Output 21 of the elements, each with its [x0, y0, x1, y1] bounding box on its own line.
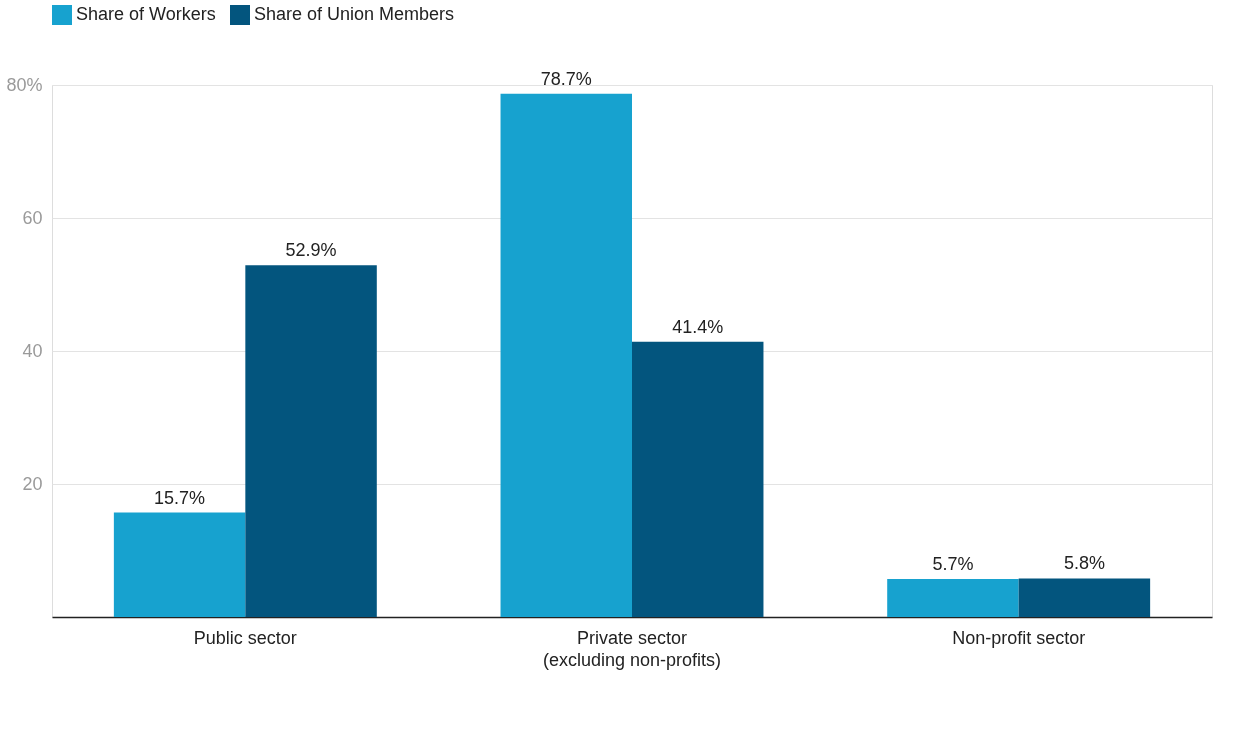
bar [887, 579, 1019, 617]
legend-label: Share of Workers [76, 4, 216, 24]
bar [1018, 578, 1151, 617]
data-label: 5.8% [1063, 553, 1105, 574]
data-label: 5.7% [932, 554, 974, 575]
x-tick-label: Public sector [193, 627, 297, 648]
bar [632, 341, 764, 617]
y-tick-label: 60 [22, 207, 43, 228]
y-tick-label: 40 [22, 340, 43, 361]
legend-label: Share of Union Members [254, 4, 455, 24]
data-label: 15.7% [154, 487, 206, 508]
bar [113, 512, 246, 617]
y-tick-label: 20 [22, 473, 43, 494]
data-label: 52.9% [285, 240, 337, 261]
bar [245, 265, 377, 617]
data-label: 78.7% [540, 68, 592, 89]
data-label: 41.4% [672, 316, 724, 337]
y-tick-label: 80% [6, 74, 43, 95]
x-tick-label: Non-profit sector [952, 627, 1086, 648]
x-tick-label: Private sector (excluding non-profits) [542, 627, 722, 670]
bar [500, 93, 632, 617]
